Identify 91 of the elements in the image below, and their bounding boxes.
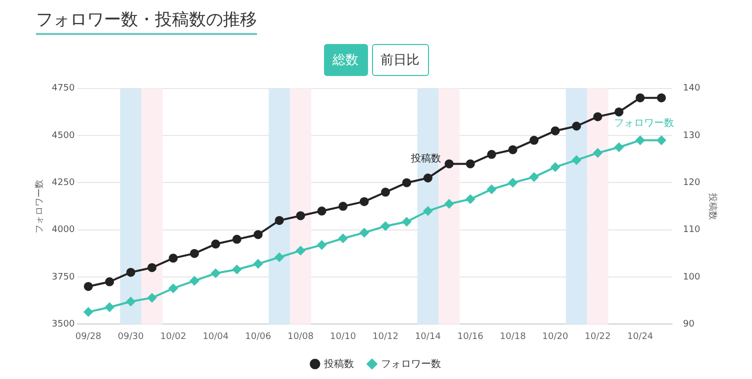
- point: [508, 178, 518, 188]
- point: [168, 254, 178, 263]
- point: [296, 211, 306, 220]
- point: [402, 217, 412, 226]
- point: [508, 145, 518, 154]
- point: [126, 297, 136, 306]
- y2-tick-label: 110: [683, 225, 700, 236]
- y2-axis-title: 投稿数: [708, 192, 718, 220]
- point: [487, 184, 496, 194]
- legend-label: 投稿数: [323, 358, 354, 370]
- text: フォロワー数: [614, 118, 674, 129]
- point: [530, 136, 539, 145]
- point: [530, 172, 539, 182]
- x-tick-label: 10/10: [330, 332, 356, 342]
- point: [423, 174, 432, 183]
- point: [636, 93, 645, 102]
- point: [466, 159, 475, 168]
- y2-tick-label: 120: [683, 178, 700, 188]
- chart-title: フォロワー数・投稿数の推移: [36, 8, 257, 35]
- point: [232, 234, 242, 244]
- point: [105, 277, 114, 286]
- point: [274, 252, 284, 262]
- point: [423, 206, 432, 216]
- point: [487, 150, 496, 159]
- x-tick-label: 10/06: [245, 332, 272, 342]
- point: [254, 259, 263, 268]
- x-tick-label: 10/14: [414, 332, 442, 342]
- point: [317, 206, 326, 216]
- point: [147, 293, 156, 302]
- point: [614, 142, 624, 152]
- point: [190, 276, 199, 286]
- point: [572, 122, 582, 131]
- point: [444, 199, 454, 208]
- y2-tick-label: 130: [683, 130, 700, 141]
- point: [338, 202, 348, 211]
- x-tick-label: 10/16: [457, 332, 484, 342]
- point: [105, 302, 114, 312]
- point: [614, 107, 624, 116]
- point: [232, 264, 242, 274]
- point: [84, 282, 93, 291]
- point: [360, 228, 369, 238]
- point: [636, 136, 645, 145]
- point: [190, 248, 199, 258]
- x-tick-label: 10/18: [500, 332, 526, 342]
- point: [402, 178, 412, 188]
- x-tick-label: 09/28: [75, 332, 102, 342]
- text: 投稿数: [410, 154, 441, 165]
- x-tick-label: 10/22: [584, 332, 611, 342]
- x-tick-label: 10/04: [202, 332, 229, 342]
- point: [550, 126, 560, 136]
- point: [338, 234, 348, 243]
- point: [147, 263, 156, 272]
- y2-tick-label: 140: [683, 84, 700, 94]
- point: [656, 93, 666, 102]
- point: [126, 268, 136, 277]
- point: [296, 246, 306, 256]
- point: [550, 162, 560, 172]
- y-tick-label: 3500: [52, 320, 75, 330]
- y-tick-label: 4500: [52, 130, 75, 141]
- point: [444, 159, 454, 168]
- text: 前日比: [372, 44, 428, 76]
- point: [593, 112, 602, 122]
- x-tick-label: 10/20: [542, 332, 569, 342]
- y-tick-label: 4250: [52, 178, 75, 188]
- x-tick-label: 10/08: [288, 332, 314, 342]
- y2-tick-label: 100: [683, 272, 700, 282]
- legend-label: フォロワー数: [381, 358, 441, 370]
- point: [211, 268, 220, 278]
- y-tick-label: 4750: [52, 84, 75, 94]
- point: [211, 240, 220, 249]
- y-axis-title: フォロワー数: [34, 179, 44, 234]
- point: [84, 307, 93, 316]
- point: [168, 284, 178, 293]
- y2-tick-label: 90: [683, 320, 695, 330]
- x-tick-label: 10/24: [627, 332, 654, 342]
- point: [380, 188, 390, 197]
- point: [466, 194, 475, 204]
- text: 総数: [324, 44, 368, 76]
- point: [656, 136, 666, 145]
- point: [380, 222, 390, 231]
- point: [274, 216, 284, 225]
- x-tick-label: 09/30: [118, 332, 144, 342]
- point: [317, 240, 326, 250]
- x-tick-label: 10/02: [160, 332, 186, 342]
- point: [593, 148, 602, 158]
- y-tick-label: 4000: [52, 225, 75, 236]
- x-tick-label: 10/12: [372, 332, 398, 342]
- point: [572, 156, 582, 165]
- point: [254, 230, 263, 240]
- point: [360, 197, 369, 206]
- y-tick-label: 3750: [52, 272, 75, 282]
